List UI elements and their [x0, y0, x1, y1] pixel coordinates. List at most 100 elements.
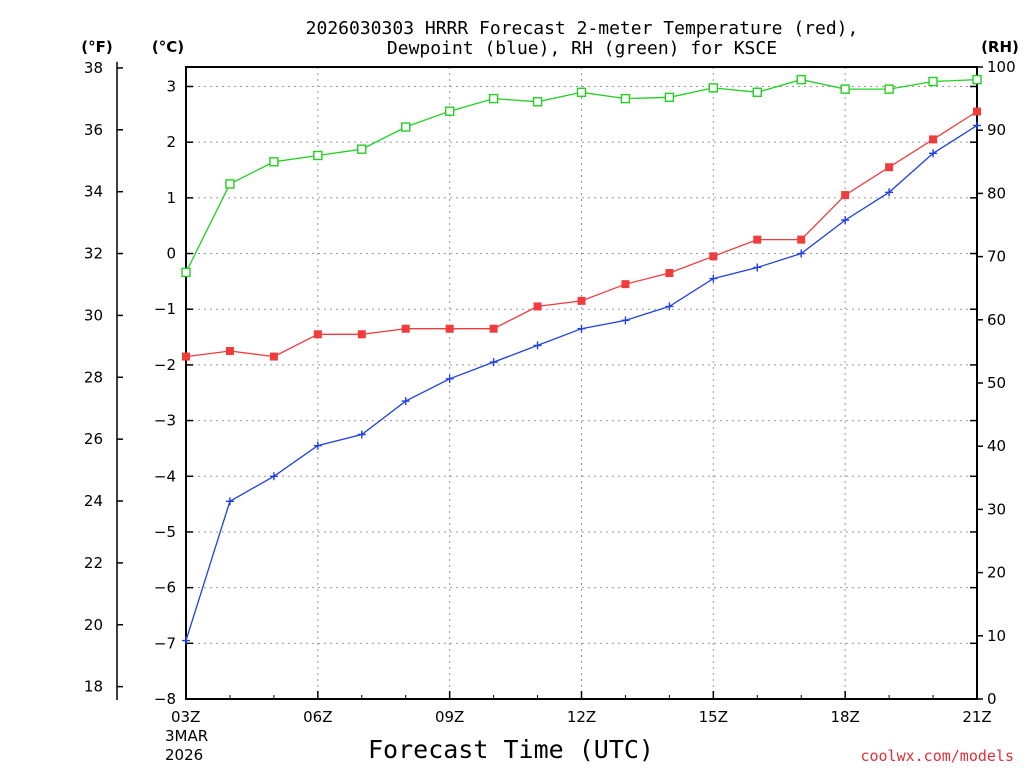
- rh-point: [181, 267, 191, 278]
- temperature-point: [445, 324, 454, 333]
- x-tick-label: 09Z: [435, 708, 464, 726]
- rh-point: [313, 150, 323, 161]
- celsius-tick-label: 3: [166, 77, 176, 95]
- rh-point: [532, 97, 543, 107]
- temperature-point: [357, 330, 366, 339]
- fahrenheit-tick-label: 28: [84, 368, 103, 386]
- gridlines: [186, 67, 977, 699]
- rh-tick-label: 40: [987, 437, 1006, 455]
- dewpoint-point: [577, 324, 586, 333]
- rh-tick-label: 30: [987, 500, 1006, 518]
- rh-point: [225, 179, 235, 189]
- dewpoint-point: [709, 274, 718, 283]
- dewpoint-point: [533, 341, 542, 350]
- fahrenheit-tick-label: 20: [84, 616, 103, 634]
- dewpoint-point: [401, 397, 410, 406]
- rh-point: [884, 84, 894, 94]
- temperature-point: [489, 324, 498, 333]
- dewpoint-point: [269, 472, 278, 481]
- rh-point: [488, 93, 499, 104]
- rh-tick-label: 10: [987, 627, 1006, 645]
- fahrenheit-tick-label: 34: [84, 183, 103, 201]
- rh-point: [796, 74, 806, 85]
- fahrenheit-tick-label: 18: [84, 678, 103, 696]
- dewpoint-point: [885, 188, 894, 197]
- rh-point: [357, 144, 367, 154]
- rh-tick-label: 90: [987, 121, 1006, 139]
- fahrenheit-tick-label: 32: [84, 245, 103, 263]
- dewpoint-point: [797, 249, 806, 258]
- celsius-tick-label: 0: [166, 245, 176, 263]
- rh-point: [928, 76, 938, 87]
- temperature-point: [225, 346, 234, 355]
- rh-tick-label: 50: [987, 374, 1006, 392]
- celsius-tick-label: −8: [154, 690, 176, 708]
- temperature-point: [709, 252, 718, 261]
- temperature-point: [269, 352, 278, 361]
- temperature-point: [621, 280, 630, 289]
- celsius-unit-label: (°C): [152, 38, 184, 56]
- axes: −8 −7 −6 −5 −4 −3 −2 −1 0 1 2 3 18 20 22 24 26 28 30 32 34 36…: [84, 58, 1016, 726]
- dewpoint-point: [929, 149, 938, 158]
- x-tick-label: 21Z: [962, 708, 991, 726]
- dewpoint-point: [621, 316, 630, 325]
- x-tick-label: 03Z: [171, 708, 200, 726]
- fahrenheit-tick-label: 36: [84, 121, 103, 139]
- x-date-year-label: 2026: [165, 746, 203, 764]
- x-tick-label: 06Z: [303, 708, 332, 726]
- x-tick-label: 12Z: [567, 708, 596, 726]
- dewpoint-line: [185, 124, 978, 641]
- dewpoint-point: [665, 302, 674, 311]
- celsius-tick-label: −1: [154, 300, 176, 318]
- temperature-point: [401, 324, 410, 333]
- rh-point: [620, 93, 631, 104]
- dewpoint-point: [973, 121, 981, 130]
- temperature-point: [753, 235, 762, 244]
- chart-title-line1: 2026030303 HRRR Forecast 2-meter Tempera…: [306, 18, 859, 39]
- fahrenheit-tick-label: 38: [84, 59, 103, 77]
- rh-point: [269, 157, 279, 167]
- dewpoint-point: [313, 441, 322, 450]
- x-tick-label: 18Z: [830, 708, 859, 726]
- celsius-tick-label: 2: [166, 133, 176, 151]
- celsius-tick-label: −7: [154, 634, 176, 652]
- dewpoint-point: [182, 636, 190, 645]
- temperature-point: [929, 135, 938, 144]
- rh-point: [972, 74, 982, 85]
- plot-frame: [185, 66, 978, 700]
- fahrenheit-tick-label: 24: [84, 492, 103, 510]
- celsius-tick-label: −4: [154, 467, 176, 485]
- temperature-point: [533, 302, 542, 311]
- temperature-point: [577, 296, 586, 305]
- celsius-tick-label: −5: [154, 523, 176, 541]
- rh-tick-label: 60: [987, 311, 1006, 329]
- fahrenheit-tick-label: 22: [84, 554, 103, 572]
- rh-point: [752, 87, 762, 97]
- rh-tick-label: 100: [987, 58, 1016, 76]
- fahrenheit-tick-label: 26: [84, 430, 103, 448]
- dewpoint-point: [489, 358, 498, 367]
- fahrenheit-unit-label: (°F): [81, 38, 112, 56]
- celsius-tick-label: 1: [166, 189, 176, 207]
- temperature-point: [313, 330, 322, 339]
- x-tick-label: 15Z: [699, 708, 728, 726]
- temperature-point: [797, 235, 806, 244]
- x-date-month-label: 3MAR: [165, 727, 208, 745]
- rh-tick-label: 0: [987, 690, 997, 708]
- rh-point: [840, 84, 850, 94]
- dewpoint-point: [753, 263, 762, 272]
- site-credit: coolwx.com/models: [860, 747, 1014, 765]
- temperature-point: [665, 269, 674, 278]
- temperature-point: [182, 352, 190, 361]
- rh-point: [444, 106, 455, 116]
- temperature-point: [841, 191, 850, 200]
- fahrenheit-tick-label: 30: [84, 306, 103, 324]
- dewpoint-point: [357, 430, 366, 439]
- celsius-tick-label: −2: [154, 356, 176, 374]
- temperature-point: [973, 107, 981, 116]
- rh-tick-label: 80: [987, 184, 1006, 202]
- rh-unit-label: (RH): [981, 38, 1019, 56]
- dewpoint-point: [225, 497, 234, 506]
- rh-point: [664, 92, 675, 103]
